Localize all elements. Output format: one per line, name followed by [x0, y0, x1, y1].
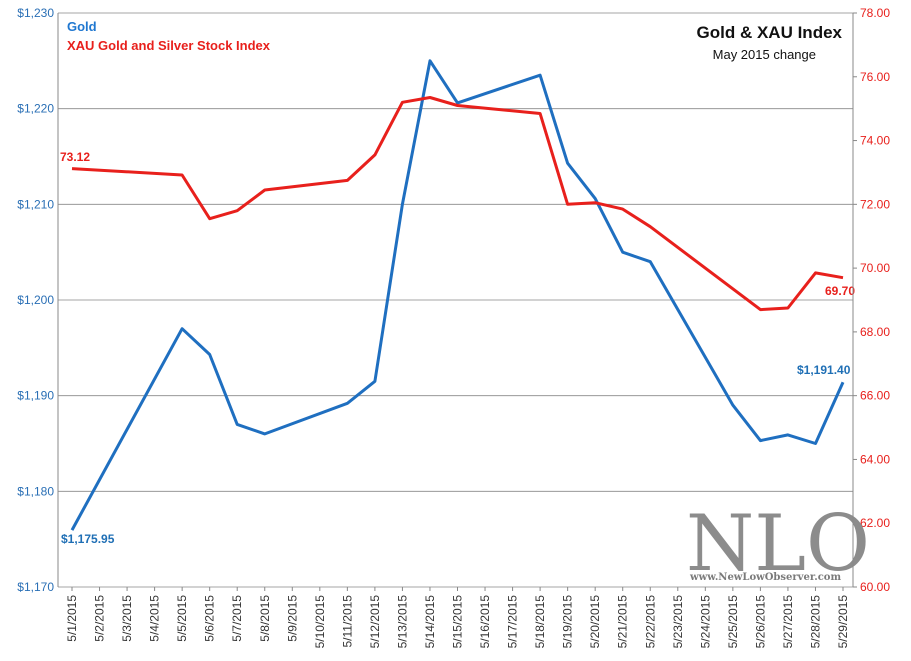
x-tick-label: 5/5/2015 — [175, 595, 189, 642]
left-tick-label: $1,170 — [17, 580, 54, 594]
gold-end-label: $1,191.40 — [797, 363, 851, 377]
right-tick-label: 60.00 — [860, 580, 890, 594]
x-tick-label: 5/18/2015 — [533, 595, 547, 649]
right-tick-label: 74.00 — [860, 134, 890, 148]
x-tick-label: 5/12/2015 — [368, 595, 382, 649]
right-tick-label: 68.00 — [860, 325, 890, 339]
legend-gold: Gold — [67, 19, 97, 34]
x-tick-label: 5/8/2015 — [258, 595, 272, 642]
x-tick-label: 5/21/2015 — [616, 595, 630, 649]
series-lines — [70, 59, 845, 531]
x-tick-label: 5/2/2015 — [93, 595, 107, 642]
x-tick-label: 5/11/2015 — [340, 595, 354, 648]
x-axis-ticks: 5/1/2015 5/2/2015 5/3/2015 5/4/2015 5/5/2015… — [65, 587, 850, 648]
left-tick-label: $1,180 — [17, 484, 54, 498]
x-tick-label: 5/14/2015 — [423, 595, 437, 649]
right-tick-label: 70.00 — [860, 261, 890, 275]
nlo-watermark: NLO www.NewLowObserver.com — [686, 499, 870, 589]
x-tick-label: 5/10/2015 — [313, 595, 327, 649]
left-tick-label: $1,190 — [17, 389, 54, 403]
x-tick-label: 5/15/2015 — [451, 595, 465, 649]
x-tick-label: 5/28/2015 — [808, 595, 822, 649]
right-axis-ticks: 60.00 62.00 64.00 66.00 68.00 70.00 72.00 74.00… — [853, 6, 890, 594]
x-tick-label: 5/9/2015 — [285, 595, 299, 642]
x-tick-label: 5/13/2015 — [395, 595, 409, 649]
chart-subtitle: May 2015 change — [713, 47, 816, 62]
x-tick-label: 5/17/2015 — [506, 595, 520, 649]
chart-title: Gold & XAU Index — [697, 23, 843, 42]
x-tick-label: 5/16/2015 — [478, 595, 492, 649]
right-tick-label: 76.00 — [860, 70, 890, 84]
gold-start-label: $1,175.95 — [61, 532, 115, 546]
x-tick-label: 5/23/2015 — [671, 595, 685, 649]
x-tick-label: 5/1/2015 — [65, 595, 79, 642]
right-tick-label: 78.00 — [860, 6, 890, 20]
x-tick-label: 5/25/2015 — [726, 595, 740, 649]
left-tick-label: $1,210 — [17, 197, 54, 211]
left-tick-label: $1,220 — [17, 102, 54, 116]
x-tick-label: 5/24/2015 — [698, 595, 712, 649]
right-tick-label: 66.00 — [860, 389, 890, 403]
x-tick-label: 5/3/2015 — [120, 595, 134, 642]
xau-start-label: 73.12 — [60, 150, 90, 164]
x-tick-label: 5/22/2015 — [643, 595, 657, 649]
gridlines — [58, 12, 853, 588]
x-tick-label: 5/6/2015 — [203, 595, 217, 642]
x-tick-label: 5/19/2015 — [561, 595, 575, 649]
legend-xau: XAU Gold and Silver Stock Index — [67, 38, 271, 53]
xau-series-line — [71, 96, 844, 312]
x-tick-label: 5/26/2015 — [753, 595, 767, 649]
right-tick-label: 62.00 — [860, 516, 890, 530]
left-tick-label: $1,230 — [17, 6, 54, 20]
watermark-logo-text: NLO — [686, 499, 870, 589]
right-tick-label: 64.00 — [860, 452, 890, 466]
x-tick-label: 5/4/2015 — [148, 595, 162, 642]
x-tick-label: 5/7/2015 — [230, 595, 244, 642]
left-tick-label: $1,200 — [17, 293, 54, 307]
gold-series-line — [70, 59, 845, 531]
x-tick-label: 5/27/2015 — [781, 595, 795, 649]
right-tick-label: 72.00 — [860, 197, 890, 211]
x-tick-label: 5/29/2015 — [836, 595, 850, 649]
watermark-url: www.NewLowObserver.com — [689, 572, 841, 583]
x-tick-label: 5/20/2015 — [588, 595, 602, 649]
left-axis-ticks: $1,170 $1,180 $1,190 $1,200 $1,210 $1,220 $1,2… — [17, 6, 54, 594]
xau-end-label: 69.70 — [825, 284, 855, 298]
